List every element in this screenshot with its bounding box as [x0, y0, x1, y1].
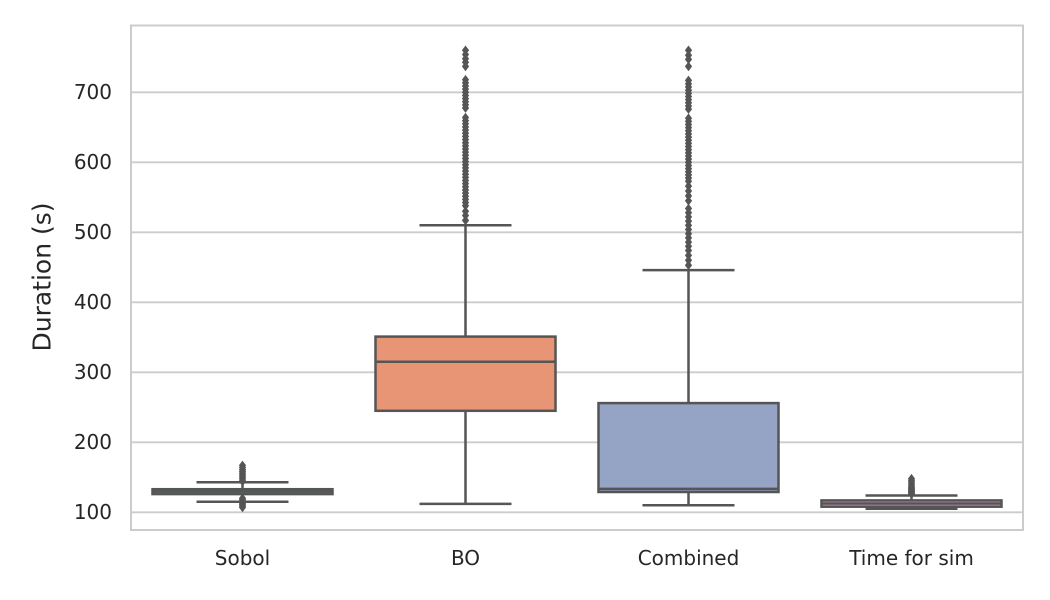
outlier-point-time-for-sim	[907, 488, 916, 499]
outlier-point-combined	[684, 186, 693, 196]
x-tick-label-sobol: Sobol	[214, 546, 271, 570]
outlier-point-combined	[684, 255, 693, 266]
outlier-point-combined	[684, 260, 693, 270]
outlier-point-bo	[461, 103, 470, 113]
x-tick-label-combined: Combined	[637, 546, 740, 570]
outlier-point-combined	[684, 245, 693, 256]
outlier-point-combined	[684, 176, 693, 186]
outlier-point-combined	[684, 61, 693, 72]
outlier-point-combined	[684, 250, 693, 261]
plot-border	[130, 24, 1024, 531]
outlier-point-combined	[684, 181, 693, 191]
box-combined	[597, 401, 780, 494]
outlier-point-bo	[461, 200, 470, 211]
outlier-point-bo	[461, 61, 470, 72]
outlier-point-combined	[684, 104, 693, 114]
x-tick-label-bo: BO	[450, 546, 481, 570]
outlier-point-sobol	[238, 476, 247, 487]
outlier-point-combined	[684, 45, 693, 56]
y-tick-label-200: 200	[73, 430, 112, 455]
y-tick-label-600: 600	[73, 150, 112, 175]
outlier-point-sobol	[238, 502, 247, 513]
y-tick-label-700: 700	[73, 80, 112, 105]
box-bo	[374, 335, 557, 413]
x-tick-label-time-for-sim: Time for sim	[849, 546, 974, 570]
outlier-point-combined	[684, 191, 693, 201]
outlier-point-bo	[461, 210, 470, 221]
y-tick-label-100: 100	[73, 500, 112, 525]
y-tick-label-300: 300	[73, 360, 112, 385]
outlier-point-combined	[684, 196, 693, 206]
y-tick-label-500: 500	[73, 220, 112, 245]
outlier-point-combined	[684, 54, 693, 65]
y-tick-label-400: 400	[73, 290, 112, 315]
outlier-point-bo	[461, 215, 470, 226]
